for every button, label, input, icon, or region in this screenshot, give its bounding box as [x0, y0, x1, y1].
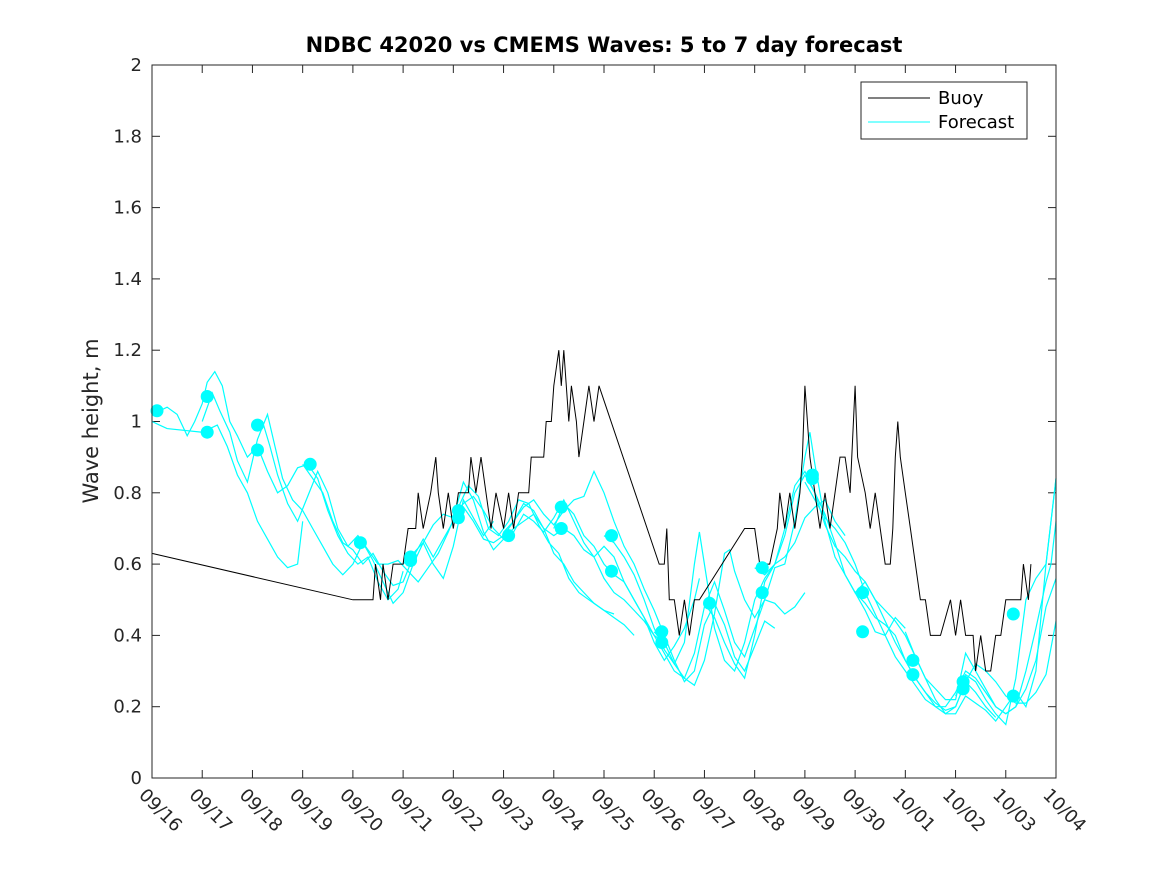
y-tick-label: 0.4 [113, 625, 142, 646]
buoy-series [151, 350, 1032, 672]
forecast-line [854, 592, 1057, 711]
y-tick-label: 0 [131, 768, 142, 789]
forecast-line [653, 432, 906, 687]
forecast-marker [655, 625, 669, 639]
y-axis-label: Wave height, m [79, 338, 103, 503]
forecast-marker [605, 529, 618, 543]
legend-forecast-label: Forecast [938, 112, 1014, 133]
forecast-marker [1006, 689, 1020, 703]
y-tick-label: 0.2 [113, 697, 142, 718]
forecast-marker [353, 536, 367, 550]
chart-title: NDBC 42020 vs CMEMS Waves: 5 to 7 day fo… [306, 33, 903, 57]
forecast-line [904, 478, 1057, 722]
legend-buoy-label: Buoy [938, 88, 984, 109]
forecast-line [553, 502, 806, 680]
forecast-line [804, 481, 1057, 715]
y-tick-label: 1.4 [113, 269, 142, 290]
forecast-marker [755, 586, 769, 600]
forecast-marker [404, 550, 418, 564]
forecast-marker [605, 564, 618, 578]
legend: Buoy Forecast [860, 81, 1028, 140]
forecast-marker [303, 457, 317, 471]
forecast-line [151, 370, 404, 601]
forecast-line [402, 495, 665, 643]
buoy-line [151, 350, 1032, 672]
plot-frame [151, 64, 1057, 779]
forecast-marker [251, 418, 264, 432]
forecast-markers [150, 390, 1020, 703]
forecast-marker [251, 443, 264, 457]
plot-area [152, 65, 1056, 778]
forecast-marker [200, 390, 214, 403]
forecast-marker [200, 425, 214, 439]
forecast-line [603, 498, 846, 673]
forecast-marker [755, 561, 769, 575]
forecast-series [151, 370, 1057, 726]
forecast-line [955, 478, 1057, 726]
forecast-marker [502, 529, 516, 543]
forecast-marker [856, 625, 870, 639]
forecast-line [151, 420, 304, 569]
y-tick-label: 1.8 [113, 126, 142, 147]
forecast-line [503, 469, 776, 683]
forecast-marker [1006, 607, 1020, 621]
forecast-marker [703, 596, 716, 610]
y-tick-label: 1.6 [113, 198, 142, 219]
y-tick-label: 0.6 [113, 554, 142, 575]
y-tick-label: 0.8 [113, 483, 142, 504]
forecast-marker [655, 636, 669, 649]
forecast-marker [451, 511, 465, 525]
forecast-line [252, 420, 635, 636]
y-tick-label: 1 [131, 412, 142, 433]
forecast-marker [805, 468, 819, 482]
forecast-line [201, 391, 494, 605]
y-tick-label: 1.2 [113, 340, 142, 361]
forecast-marker [554, 522, 568, 535]
forecast-marker [906, 653, 920, 667]
legend-box [860, 81, 1028, 140]
forecast-marker [956, 682, 970, 696]
forecast-line [452, 480, 700, 662]
forecast-marker [554, 500, 568, 514]
forecast-line [703, 473, 997, 718]
forecast-marker [906, 668, 920, 682]
forecast-marker [856, 586, 870, 600]
y-tick-label: 2 [131, 55, 142, 76]
forecast-marker [150, 404, 164, 418]
